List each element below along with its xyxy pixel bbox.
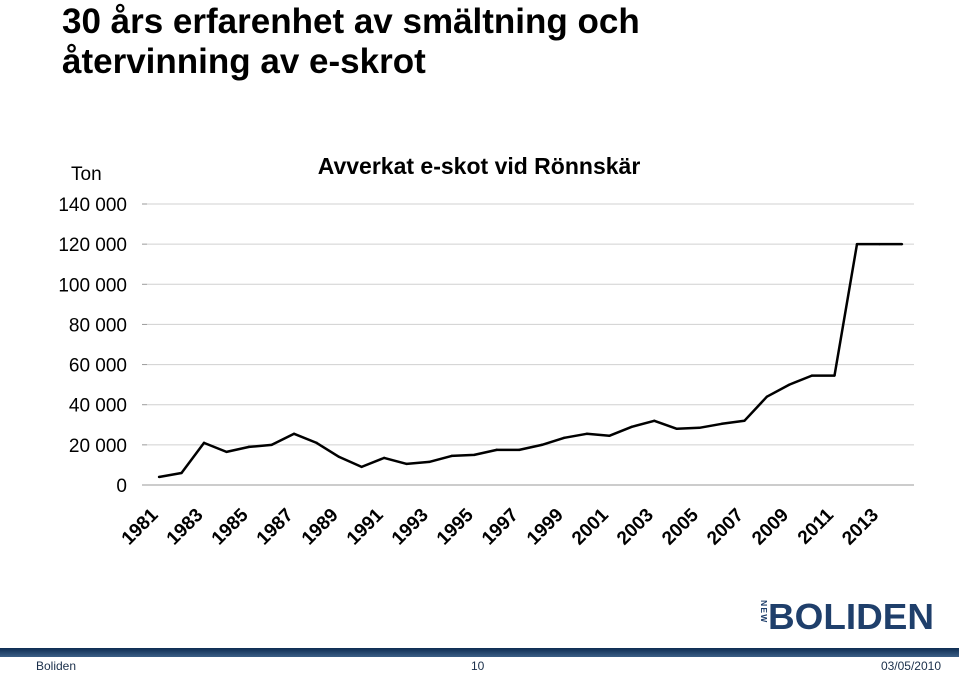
data-series [157,242,904,479]
slide-title: 30 års erfarenhet av smältning och återv… [62,2,862,82]
y-tick-label: 100 000 [58,275,127,296]
y-tick-label: 60 000 [69,356,127,377]
x-tick-labels: 1981 1983 1985 1987 1989 1991 1993 1995 1997 1999… [118,504,883,549]
boliden-logo: NEW BOLIDEN [755,596,934,632]
line-chart: Avverkat e-skot vid Rönnskär Ton 0 20 000… [58,153,914,549]
x-tick-label: 2009 [748,505,793,550]
data-point [720,422,724,425]
slide-title-line-2: återvinning av e-skrot [62,42,426,81]
data-point [585,432,588,436]
y-tick-label: 120 000 [58,235,127,256]
data-point [405,462,408,466]
x-tick-label: 1989 [298,505,343,550]
data-point [270,443,273,447]
data-point [810,374,814,377]
x-tick-label: 2007 [703,505,748,550]
x-tick-label: 1995 [433,504,478,549]
x-tick-label: 1985 [208,504,253,549]
data-point [495,448,498,452]
x-tick-label: 1987 [253,505,298,550]
x-tick-label: 1983 [163,505,208,550]
x-tick-label: 1991 [343,504,388,549]
y-tick-labels: 0 20 000 40 000 60 000 80 000 100 000 120 000 1… [58,195,127,497]
y-tick-label: 40 000 [69,396,127,417]
footer: Boliden 10 03/05/2010 [0,648,959,675]
data-point [698,426,701,429]
data-point [878,242,881,246]
logo-prefix: NEW [759,600,769,623]
data-point [337,455,341,459]
page-number: 10 [471,659,485,673]
x-tick-label: 2005 [658,504,703,549]
x-tick-label: 2011 [794,504,838,548]
data-point [247,445,251,449]
gridlines [142,203,914,486]
x-tick-label: 1997 [478,505,523,550]
x-tick-label: 1993 [388,505,433,550]
data-point [473,453,476,457]
chart-title: Avverkat e-skot vid Rönnskär [318,153,641,179]
x-tick-label: 1981 [118,504,163,549]
data-point [450,454,453,458]
footer-text-row: Boliden 10 03/05/2010 [0,657,959,675]
y-tick-label: 140 000 [58,195,127,216]
data-point [157,475,161,479]
data-point [292,432,296,436]
data-point [540,443,543,447]
data-point [563,436,566,440]
x-tick-label: 2003 [613,505,658,550]
footer-company: Boliden [36,659,77,673]
x-tick-label: 2013 [838,505,883,550]
y-tick-label: 20 000 [69,436,127,457]
data-point [743,419,746,422]
data-point [675,427,679,430]
footer-date: 03/05/2010 [880,659,941,673]
data-point [608,434,611,438]
data-point [765,395,769,398]
data-point [427,460,431,464]
data-point [315,441,318,445]
data-point [518,448,521,452]
x-tick-label: 2001 [568,504,613,549]
y-tick-label: 80 000 [69,315,127,336]
data-point [833,374,836,377]
data-point [653,419,656,422]
logo-wordmark: BOLIDEN [768,596,934,632]
y-axis-label: Ton [71,164,102,185]
data-point [855,242,859,246]
data-point [202,441,206,445]
data-point [180,471,183,475]
data-point [900,242,904,246]
data-point [225,450,228,454]
data-point [630,425,634,428]
data-point [360,465,363,469]
footer-band [0,648,959,657]
y-tick-label: 0 [116,476,127,497]
data-point [382,456,386,460]
x-tick-label: 1999 [523,505,568,550]
slide-title-line-1: 30 års erfarenhet av smältning och [62,2,640,41]
series-line [158,242,902,479]
data-point [788,383,791,386]
